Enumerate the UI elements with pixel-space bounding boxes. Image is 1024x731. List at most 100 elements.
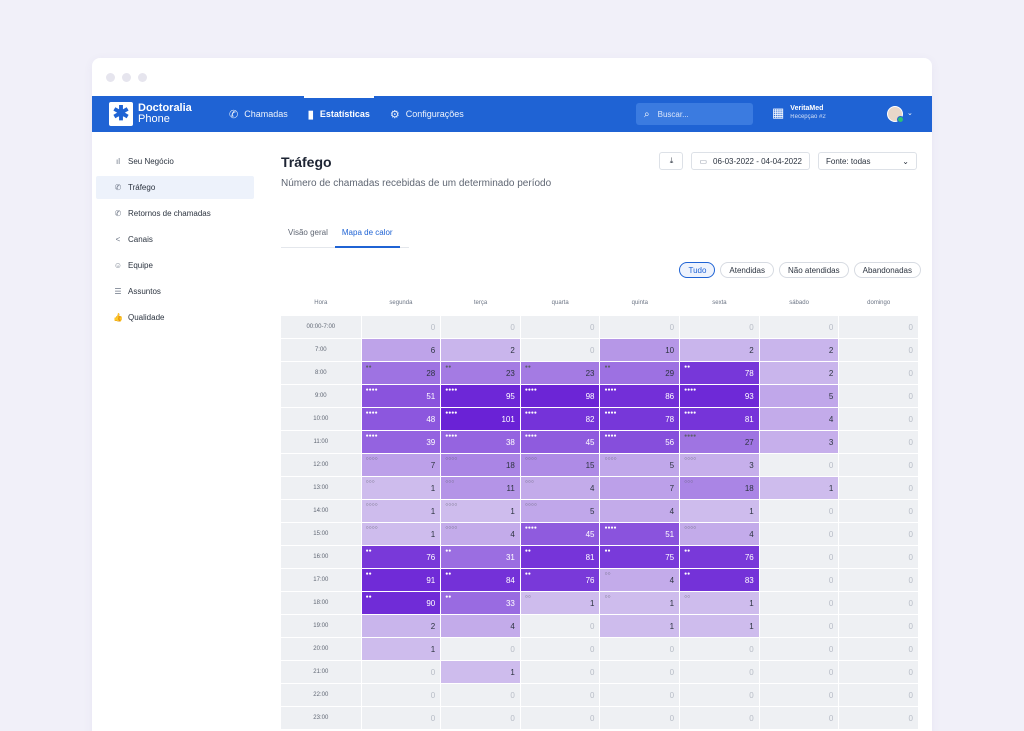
heatmap-cell[interactable]: ●● 84 xyxy=(441,569,520,591)
heatmap-cell[interactable]: ●● 76 xyxy=(680,546,759,568)
heatmap-cell[interactable]: 0 xyxy=(600,316,680,338)
heatmap-cell[interactable]: 0 xyxy=(520,707,600,729)
heatmap-cell[interactable]: ●● 83 xyxy=(680,569,759,591)
heatmap-cell[interactable]: 4 xyxy=(441,615,520,637)
heatmap-cell[interactable]: 0 xyxy=(839,684,918,706)
heatmap-cell[interactable]: 0 xyxy=(759,569,839,591)
sidebar-item-subjects[interactable]: ☰ Assuntos xyxy=(96,280,254,303)
heatmap-cell[interactable]: 0 xyxy=(520,316,600,338)
heatmap-cell[interactable]: 0 xyxy=(839,477,918,499)
heatmap-cell[interactable]: 0 xyxy=(680,707,759,729)
heatmap-cell[interactable]: 7 xyxy=(600,477,680,499)
heatmap-cell[interactable]: ●● 31 xyxy=(441,546,520,568)
heatmap-cell[interactable]: 0 xyxy=(839,362,918,384)
heatmap-cell[interactable]: ●●●● 81 xyxy=(680,408,759,430)
heatmap-cell[interactable]: 5 xyxy=(759,385,839,407)
heatmap-cell[interactable]: 0 xyxy=(680,661,759,683)
clinic-selector[interactable]: ▦ VeritaMed Recepção #2 xyxy=(772,104,826,122)
heatmap-cell[interactable]: ○○○○ 5 xyxy=(520,500,600,522)
heatmap-cell[interactable]: 1 xyxy=(680,500,759,522)
heatmap-cell[interactable]: ○○○○ 1 xyxy=(441,500,520,522)
logo[interactable]: ✱ Doctoralia Phone xyxy=(109,102,211,126)
heatmap-cell[interactable]: ●●●● 48 xyxy=(361,408,441,430)
heatmap-cell[interactable]: ●● 75 xyxy=(600,546,680,568)
heatmap-cell[interactable]: 0 xyxy=(839,500,918,522)
heatmap-cell[interactable]: 0 xyxy=(839,592,918,614)
heatmap-cell[interactable]: 0 xyxy=(759,592,839,614)
heatmap-cell[interactable]: 0 xyxy=(520,638,600,660)
heatmap-cell[interactable]: 0 xyxy=(759,638,839,660)
heatmap-cell[interactable]: 2 xyxy=(759,339,839,361)
heatmap-cell[interactable]: 0 xyxy=(441,684,520,706)
heatmap-cell[interactable]: 0 xyxy=(839,431,918,453)
heatmap-cell[interactable]: 1 xyxy=(680,615,759,637)
heatmap-cell[interactable]: 0 xyxy=(600,661,680,683)
heatmap-cell[interactable]: 0 xyxy=(520,615,600,637)
heatmap-cell[interactable]: ○○ 4 xyxy=(600,569,680,591)
tab-overview[interactable]: Visão geral xyxy=(288,228,328,237)
heatmap-cell[interactable]: 0 xyxy=(839,408,918,430)
heatmap-cell[interactable]: 0 xyxy=(361,707,441,729)
heatmap-cell[interactable]: 0 xyxy=(361,661,441,683)
heatmap-cell[interactable]: ●●●● 51 xyxy=(361,385,441,407)
heatmap-cell[interactable]: ○○○○ 3 xyxy=(680,454,759,476)
heatmap-cell[interactable]: 1 xyxy=(361,638,441,660)
sidebar-item-business[interactable]: ıl Seu Negócio xyxy=(96,150,254,173)
heatmap-cell[interactable]: 0 xyxy=(600,684,680,706)
heatmap-cell[interactable]: ●● 78 xyxy=(680,362,759,384)
filter-abandoned[interactable]: Abandonadas xyxy=(853,262,921,278)
filter-answered[interactable]: Atendidas xyxy=(720,262,775,278)
heatmap-cell[interactable]: 3 xyxy=(759,431,839,453)
heatmap-cell[interactable]: 0 xyxy=(361,684,441,706)
heatmap-cell[interactable]: 0 xyxy=(600,707,680,729)
nav-settings[interactable]: ⚙ Configurações xyxy=(390,96,464,132)
heatmap-cell[interactable]: ●●●● 101 xyxy=(441,408,520,430)
heatmap-cell[interactable]: 0 xyxy=(441,316,520,338)
sidebar-item-quality[interactable]: 👍 Qualidade xyxy=(96,306,254,329)
heatmap-cell[interactable]: ●● 28 xyxy=(361,362,441,384)
chevron-down-icon[interactable]: ⌄ xyxy=(907,110,913,117)
nav-calls[interactable]: ✆ Chamadas xyxy=(229,96,288,132)
heatmap-cell[interactable]: ●●●● 38 xyxy=(441,431,520,453)
sidebar-item-team[interactable]: ☺ Equipe xyxy=(96,254,254,277)
heatmap-cell[interactable]: ●● 90 xyxy=(361,592,441,614)
heatmap-cell[interactable]: ○○○ 18 xyxy=(680,477,759,499)
heatmap-cell[interactable]: 0 xyxy=(759,684,839,706)
heatmap-cell[interactable]: ○○○○ 1 xyxy=(361,500,441,522)
heatmap-cell[interactable]: 0 xyxy=(839,339,918,361)
heatmap-cell[interactable]: 0 xyxy=(759,500,839,522)
heatmap-cell[interactable]: 0 xyxy=(839,661,918,683)
heatmap-cell[interactable]: ●●●● 45 xyxy=(520,523,600,545)
heatmap-cell[interactable]: ●● 23 xyxy=(520,362,600,384)
heatmap-cell[interactable]: 0 xyxy=(759,316,839,338)
sidebar-item-traffic[interactable]: ✆ Tráfego xyxy=(96,176,254,199)
heatmap-cell[interactable]: ●●●● 93 xyxy=(680,385,759,407)
heatmap-cell[interactable]: ○○ 1 xyxy=(520,592,600,614)
heatmap-cell[interactable]: ○○○○ 15 xyxy=(520,454,600,476)
heatmap-cell[interactable]: 0 xyxy=(839,569,918,591)
heatmap-cell[interactable]: ○○○○ 7 xyxy=(361,454,441,476)
heatmap-cell[interactable]: ○○○ 11 xyxy=(441,477,520,499)
heatmap-cell[interactable]: 2 xyxy=(441,339,520,361)
heatmap-cell[interactable]: ●●●● 39 xyxy=(361,431,441,453)
date-range-picker[interactable]: ▭ 06-03-2022 - 04-04-2022 xyxy=(691,152,810,170)
heatmap-cell[interactable]: ●● 76 xyxy=(361,546,441,568)
heatmap-cell[interactable]: 0 xyxy=(680,684,759,706)
heatmap-cell[interactable]: 0 xyxy=(759,523,839,545)
heatmap-cell[interactable]: 0 xyxy=(839,707,918,729)
heatmap-cell[interactable]: ●●●● 27 xyxy=(680,431,759,453)
heatmap-cell[interactable]: 4 xyxy=(600,500,680,522)
avatar[interactable] xyxy=(887,106,904,123)
heatmap-cell[interactable]: ○○○○ 18 xyxy=(441,454,520,476)
heatmap-cell[interactable]: 0 xyxy=(839,316,918,338)
heatmap-cell[interactable]: 0 xyxy=(839,454,918,476)
heatmap-cell[interactable]: ●●●● 56 xyxy=(600,431,680,453)
heatmap-cell[interactable]: 6 xyxy=(361,339,441,361)
heatmap-cell[interactable]: ○○○ 4 xyxy=(520,477,600,499)
nav-statistics[interactable]: ▮ Estatísticas xyxy=(303,96,374,132)
source-select[interactable]: Fonte: todas ⌄ xyxy=(818,152,917,170)
heatmap-cell[interactable]: ●● 33 xyxy=(441,592,520,614)
heatmap-cell[interactable]: ●●●● 98 xyxy=(520,385,600,407)
heatmap-cell[interactable]: 0 xyxy=(759,615,839,637)
filter-all[interactable]: Tudo xyxy=(679,262,716,278)
